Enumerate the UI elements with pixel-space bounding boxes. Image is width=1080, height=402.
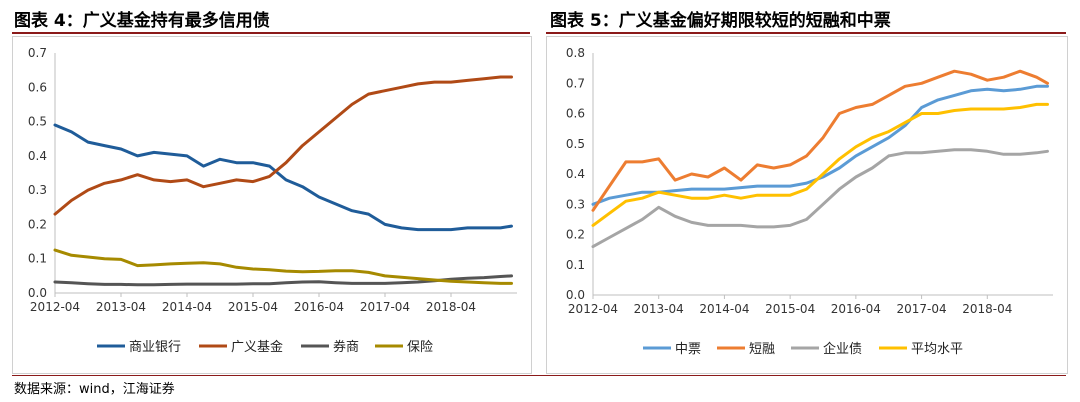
x-tick-label: 2014-04 <box>162 300 212 314</box>
title-rule-left <box>12 32 530 34</box>
x-tick-label: 2012-04 <box>568 302 618 316</box>
x-tick-label: 2017-04 <box>360 300 410 314</box>
legend-label-1: 中票 <box>675 342 701 357</box>
y-tick-label: 0.1 <box>566 258 585 272</box>
y-tick-label: 0.0 <box>28 286 47 300</box>
y-tick-label: 0.3 <box>566 197 585 211</box>
chart-2-plot: 0.0 0.1 0.2 0.3 0.4 0.5 0.6 0.7 0.8 2012-04 2013-0… <box>566 46 1053 357</box>
y-tick-label: 0.4 <box>28 149 47 163</box>
x-tick-label: 2013-04 <box>634 302 684 316</box>
y-tick-label: 0.5 <box>566 137 585 151</box>
source-note: 数据来源：wind，江海证券 <box>14 382 175 397</box>
series-line-4 <box>591 102 1049 227</box>
legend-label-3: 企业债 <box>823 341 862 357</box>
y-tick-label: 0.6 <box>566 107 585 121</box>
x-tick-label: 2017-04 <box>897 302 947 316</box>
y-tick-label: 0.4 <box>566 167 585 181</box>
y-tick-label: 0.2 <box>566 228 585 242</box>
legend-label-2: 短融 <box>749 342 775 357</box>
legend-label-4: 平均水平 <box>911 342 963 357</box>
chart-1-title: 图表 4：广义基金持有最多信用债 <box>14 11 270 31</box>
series-line-3 <box>591 148 1049 249</box>
series-line-2 <box>591 69 1049 212</box>
y-tick-label: 0.7 <box>566 76 585 90</box>
series-line-4 <box>53 248 513 285</box>
title-rule-right <box>546 32 1066 34</box>
x-tick-label: 2015-04 <box>765 302 815 316</box>
chart-1-plot: 0.0 0.1 0.2 0.3 0.4 0.5 0.6 0.7 2012-04 2013-04 20… <box>28 46 517 355</box>
y-tick-label: 0.0 <box>566 288 585 302</box>
y-tick-label: 0.6 <box>28 80 47 94</box>
y-tick-label: 0.3 <box>28 183 47 197</box>
y-tick-label: 0.5 <box>28 115 47 129</box>
y-tick-label: 0.7 <box>28 46 47 60</box>
y-tick-label: 0.2 <box>28 217 47 231</box>
legend-label-2: 广义基金 <box>231 339 283 355</box>
y-tick-label: 0.1 <box>28 252 47 266</box>
x-tick-label: 2016-04 <box>294 300 344 314</box>
chart-2-title: 图表 5：广义基金偏好期限较短的短融和中票 <box>550 11 891 31</box>
x-tick-label: 2013-04 <box>96 300 146 314</box>
series-line-2 <box>53 75 513 216</box>
y-tick-label: 0.8 <box>566 46 585 60</box>
series-line-1 <box>53 123 513 232</box>
x-tick-label: 2015-04 <box>228 300 278 314</box>
chart-1-panel: 0.0 0.1 0.2 0.3 0.4 0.5 0.6 0.7 2012-04 2013-04 20… <box>12 36 532 374</box>
legend-label-1: 商业银行 <box>129 340 181 355</box>
legend-label-3: 券商 <box>333 339 359 355</box>
x-tick-label: 2018-04 <box>426 300 476 314</box>
x-tick-label: 2016-04 <box>831 302 881 316</box>
chart-2-panel: 0.0 0.1 0.2 0.3 0.4 0.5 0.6 0.7 0.8 2012-04 2013-0… <box>546 36 1068 374</box>
bottom-rule <box>12 375 1066 376</box>
legend-label-4: 保险 <box>407 340 433 355</box>
series-line-1 <box>591 84 1049 206</box>
x-tick-label: 2012-04 <box>30 300 80 314</box>
x-tick-label: 2018-04 <box>962 302 1012 316</box>
x-tick-label: 2014-04 <box>699 302 749 316</box>
